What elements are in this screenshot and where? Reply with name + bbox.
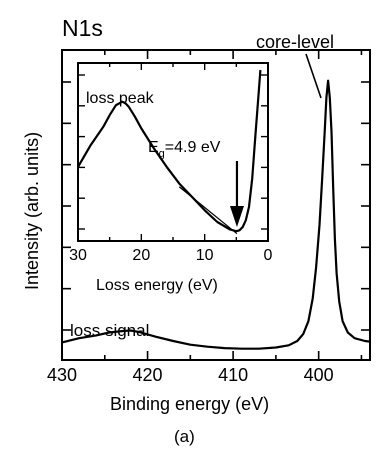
band-gap-value: =4.9 eV: [165, 139, 221, 156]
main-x-tick-label: 400: [304, 365, 334, 385]
inset-x-tick-label: 30: [69, 247, 87, 264]
band-gap-label: Eg=4.9 eV: [148, 139, 221, 160]
inset-x-tick-label: 0: [264, 247, 273, 264]
inset-title: loss peak: [86, 90, 155, 107]
inset-x-tick-label: 10: [196, 247, 214, 264]
inset-onset-fit-line: [178, 186, 238, 235]
x-axis-label: Binding energy (eV): [110, 394, 269, 414]
inset-x-tick-label: 20: [132, 247, 150, 264]
panel-title: N1s: [62, 15, 103, 41]
loss-signal-label: loss signal: [70, 321, 149, 340]
core-level-label: core-level: [256, 32, 334, 52]
main-x-tick-labels: 430 420 410 400: [47, 365, 334, 385]
inset-axis-ticks: [77, 63, 269, 241]
inset-x-axis-label: Loss energy (eV): [96, 277, 218, 294]
inset-spectrum-line: [77, 69, 262, 233]
inset-x-tick-labels: 30 20 10 0: [69, 247, 272, 264]
core-level-pointer: [305, 53, 322, 99]
band-gap-symbol: E: [148, 139, 159, 156]
main-x-tick-label: 430: [47, 365, 77, 385]
main-x-tick-label: 410: [218, 365, 248, 385]
band-gap-subscript: g: [159, 148, 165, 160]
main-plot-frame: [61, 49, 371, 361]
band-gap-arrow-head: [229, 206, 244, 227]
main-x-tick-label: 420: [133, 365, 163, 385]
figure-caption: (a): [174, 427, 195, 446]
main-spectrum-line: [61, 79, 371, 350]
y-axis-label: Intensity (arb. units): [22, 132, 42, 290]
main-axis-ticks: [61, 50, 370, 360]
